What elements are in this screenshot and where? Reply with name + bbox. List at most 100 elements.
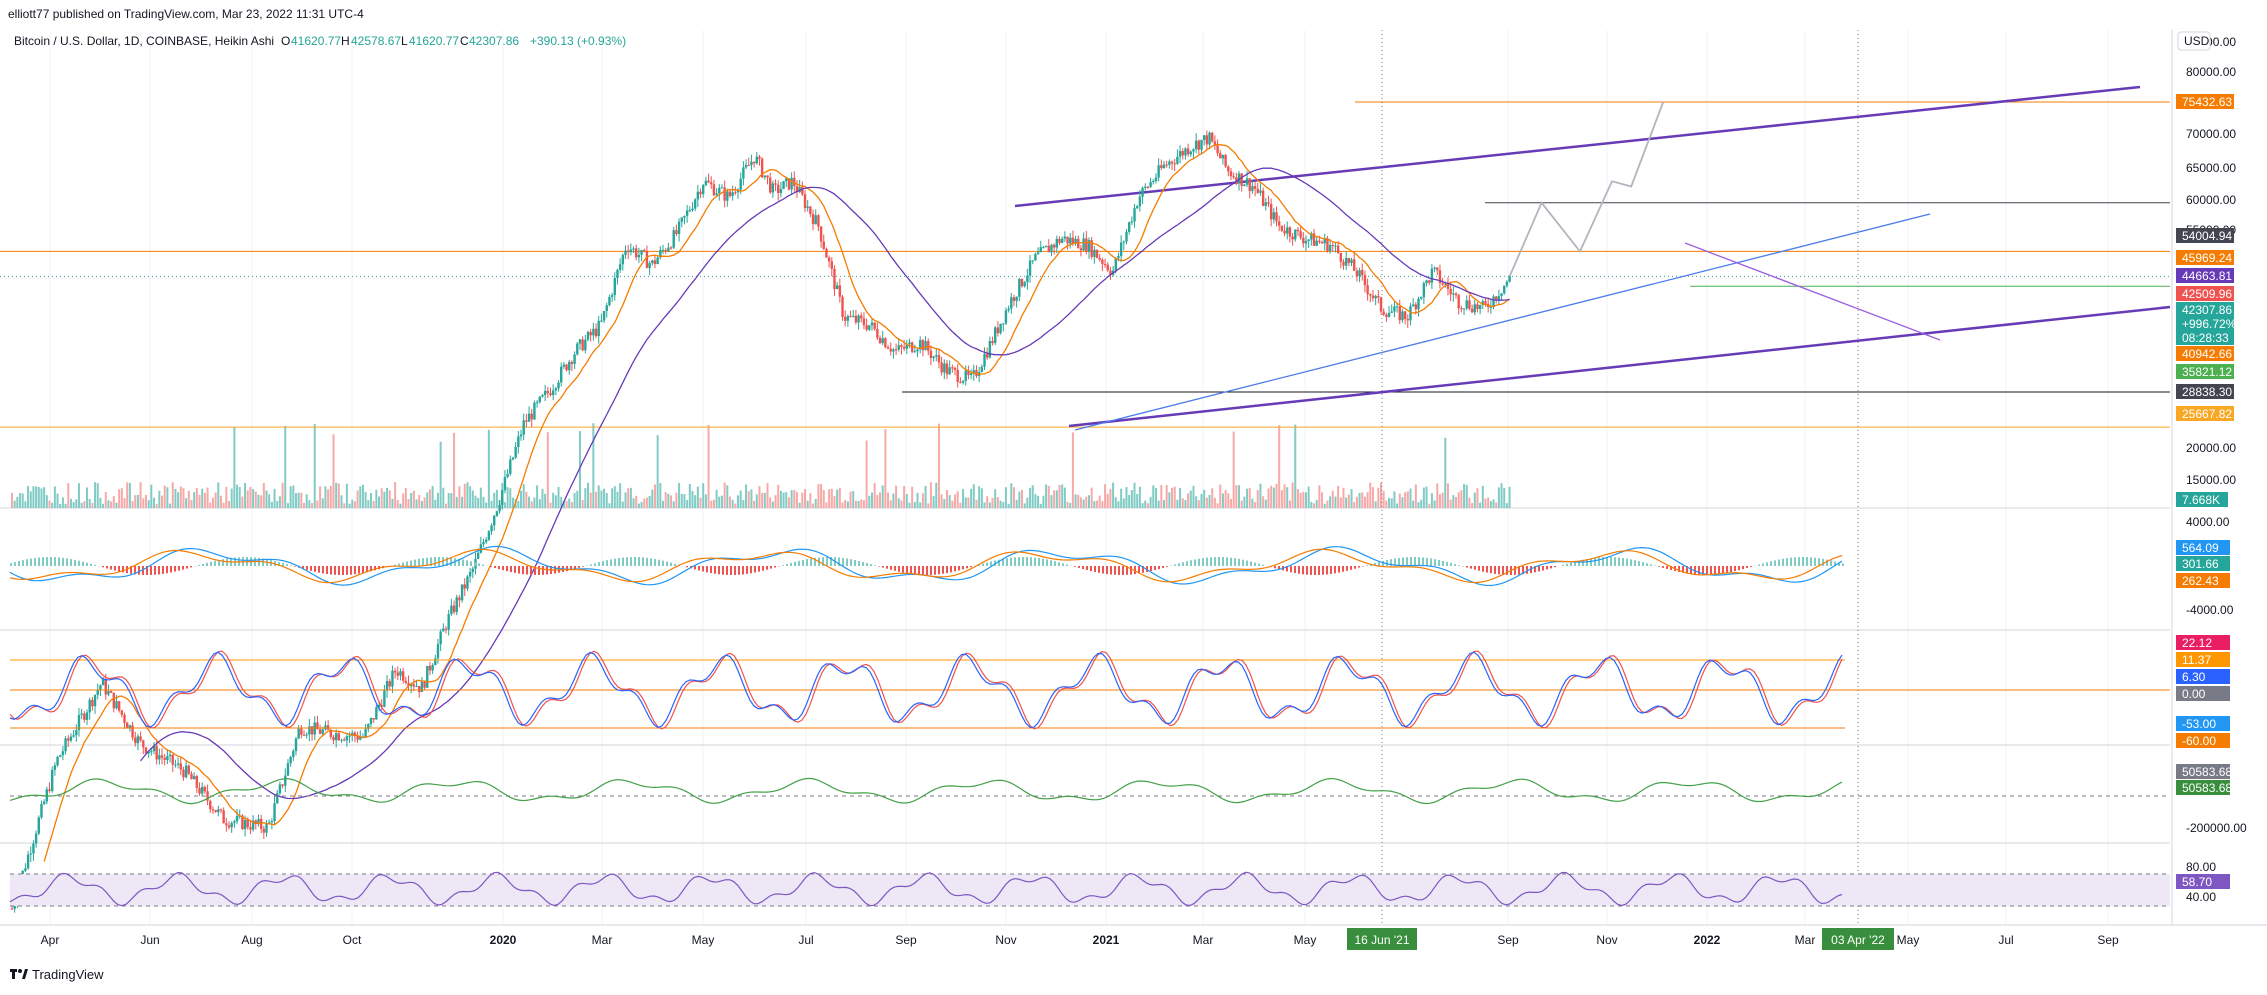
candle — [305, 732, 307, 738]
macd-histogram-bar — [90, 564, 92, 566]
macd-histogram-bar — [1546, 566, 1548, 569]
volume-bar — [783, 493, 785, 508]
indicator-tag: 262.43 — [2176, 573, 2230, 588]
macd-histogram-bar — [650, 558, 652, 566]
trend-lines[interactable] — [1015, 30, 2170, 925]
volume-bar — [311, 503, 313, 508]
price-tag[interactable]: 42307.86 — [2176, 302, 2234, 317]
candle — [225, 818, 227, 832]
macd-histogram-bar — [1262, 565, 1264, 566]
candle — [983, 347, 985, 370]
macd-histogram-bar — [1194, 559, 1196, 566]
volume-bar — [217, 482, 219, 508]
price-tag[interactable]: 45969.24 — [2176, 250, 2234, 265]
candle — [469, 568, 471, 583]
volume-bar — [737, 495, 739, 508]
volume-bar — [1123, 498, 1125, 508]
descending-trend-line[interactable] — [1685, 243, 1940, 340]
svg-text:03 Apr '22: 03 Apr '22 — [1831, 933, 1885, 947]
volume-bar — [584, 488, 586, 508]
price-axis[interactable]: 85000.0080000.0070000.0065000.0060000.00… — [2176, 35, 2247, 904]
volume-bar — [389, 490, 391, 508]
macd-histogram-bar — [630, 557, 632, 566]
candle — [777, 180, 779, 200]
indicator-tag: 50583.68 — [2176, 764, 2232, 779]
volume-bar — [1503, 488, 1505, 508]
macd-histogram-bar — [490, 566, 492, 567]
price-tag[interactable]: 54004.94 — [2176, 228, 2234, 243]
lower-channel-line[interactable] — [1069, 307, 2170, 426]
price-tag[interactable]: 35821.12 — [2176, 364, 2234, 379]
currency-badge[interactable]: USD — [2178, 32, 2210, 50]
volume-bar — [236, 485, 238, 508]
macd-histogram-bar — [470, 561, 472, 566]
upper-channel-line[interactable] — [1015, 87, 2140, 206]
price-tag[interactable]: 44663.81 — [2176, 268, 2234, 283]
price-tag[interactable]: 42509.96 — [2176, 286, 2234, 301]
macd-histogram-bar — [1402, 557, 1404, 566]
volume-bar — [946, 490, 948, 508]
candle — [1021, 278, 1023, 287]
candle — [654, 256, 656, 268]
volume-bar — [769, 497, 771, 508]
time-tick-label: Jul — [1998, 933, 2013, 947]
macd-histogram-bar — [1806, 557, 1808, 566]
candle — [624, 245, 626, 259]
volume-bar — [287, 503, 289, 508]
candle — [1155, 173, 1157, 183]
candle — [868, 325, 870, 331]
macd-histogram-bar — [1650, 564, 1652, 566]
candle — [281, 784, 283, 788]
price-tag[interactable]: +996.72% — [2176, 316, 2237, 331]
candle — [332, 735, 334, 744]
candle — [731, 186, 733, 201]
svg-text:50583.68: 50583.68 — [2182, 781, 2232, 795]
candle — [833, 265, 835, 296]
price-tag[interactable]: 08:28:33 — [2176, 330, 2234, 345]
price-tag-label: 44663.81 — [2182, 269, 2232, 283]
price-tick-label: 70000.00 — [2186, 127, 2236, 141]
macd-histogram-bar — [1446, 562, 1448, 566]
candle — [1281, 226, 1283, 232]
candle — [193, 772, 195, 779]
candle — [1056, 236, 1058, 254]
macd-histogram-bar — [1202, 558, 1204, 566]
projection-line[interactable] — [1510, 102, 1664, 276]
candle — [1500, 293, 1502, 300]
candle — [1332, 242, 1334, 251]
svg-text:22.12: 22.12 — [2182, 636, 2212, 650]
volume-bar — [967, 497, 969, 508]
candle — [603, 311, 605, 323]
candle — [919, 336, 921, 353]
candle — [1257, 183, 1259, 194]
macd-histogram-bar — [1506, 566, 1508, 575]
price-tag[interactable]: 28838.30 — [2176, 384, 2234, 399]
candle — [1463, 308, 1465, 315]
price-tag[interactable]: 25667.82 — [2176, 406, 2234, 421]
indicator-tag: 50583.68 — [2176, 780, 2232, 795]
volume-bar — [1391, 498, 1393, 508]
volume-bar — [989, 502, 991, 508]
price-tag[interactable]: 40942.66 — [2176, 346, 2234, 361]
candle — [890, 342, 892, 355]
macd-histogram-bar — [1722, 566, 1724, 574]
macd-histogram-bar — [1302, 566, 1304, 574]
macd-histogram-bar — [526, 566, 528, 575]
volume-bar — [81, 503, 83, 508]
macd-histogram-bar — [1014, 557, 1016, 566]
candle — [1289, 226, 1291, 242]
candle — [198, 782, 200, 796]
volume-bar — [1053, 490, 1055, 508]
volume-bar — [410, 493, 412, 508]
volume-bar — [568, 499, 570, 508]
volume-bar — [405, 488, 407, 508]
macd-histogram-bar — [870, 564, 872, 566]
price-tag[interactable]: 75432.63 — [2176, 94, 2234, 109]
candle — [764, 175, 766, 179]
candle — [209, 800, 211, 813]
macd-histogram-bar — [1246, 561, 1248, 566]
candle — [598, 316, 600, 343]
projection-path[interactable] — [1510, 102, 1664, 276]
